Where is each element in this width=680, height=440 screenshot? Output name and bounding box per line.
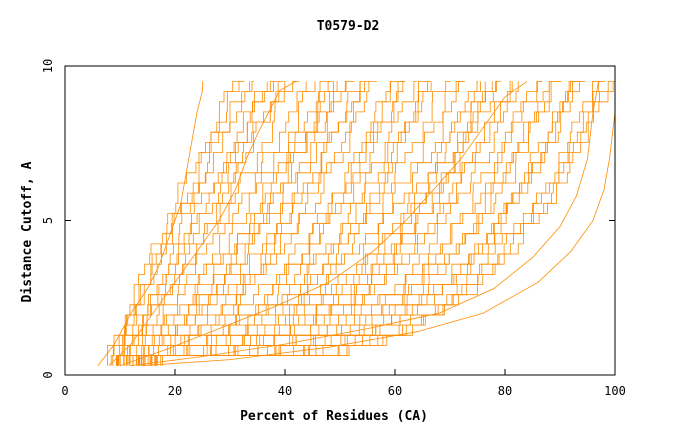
plot-frame: [64, 65, 616, 376]
series-line-33: [144, 81, 417, 366]
y-tick-label: 10: [41, 59, 55, 73]
series-line-8: [112, 81, 250, 366]
y-axis-label: Distance Cutoff, A: [20, 161, 35, 302]
series-line-46: [147, 81, 511, 366]
x-axis-ticks: 0 20 40 60 80 100: [61, 369, 626, 398]
y-axis-ticks: 0 5 10: [41, 59, 615, 379]
series-line-16: [116, 81, 307, 366]
x-tick-label: 40: [278, 384, 292, 398]
series-line-39: [138, 81, 479, 366]
series-line-31: [139, 81, 405, 366]
series-line-36: [137, 81, 451, 366]
series-line-47: [151, 81, 519, 366]
y-tick-label: 5: [41, 217, 55, 224]
series-line-3: [119, 81, 528, 367]
series-line-18: [118, 81, 333, 366]
x-tick-label: 60: [388, 384, 402, 398]
series-line-4: [130, 81, 599, 367]
series-line-30: [132, 81, 403, 366]
series-line-40: [139, 81, 481, 366]
x-axis-label: Percent of Residues (CA): [240, 409, 428, 424]
series-line-32: [139, 81, 430, 366]
series-line-51: [155, 81, 560, 366]
series-line-26: [126, 81, 370, 366]
series-line-45: [143, 81, 513, 366]
series-line-17: [119, 81, 316, 366]
series-line-27: [126, 81, 377, 366]
series-line-60: [162, 81, 613, 366]
x-tick-label: 80: [498, 384, 512, 398]
y-tick-label: 0: [41, 371, 55, 378]
series-line-15: [117, 81, 300, 366]
x-tick-label: 20: [168, 384, 182, 398]
x-tick-label: 100: [604, 384, 626, 398]
series-line-43: [141, 81, 497, 366]
series-line-49: [154, 81, 538, 366]
plot-lines: [97, 81, 616, 367]
x-tick-label: 0: [61, 384, 68, 398]
series-line-12: [115, 81, 274, 366]
series-line-5: [141, 81, 616, 367]
chart-title: T0579-D2: [317, 19, 380, 34]
series-line-38: [141, 81, 465, 366]
series-line-56: [149, 81, 580, 366]
series-line-25: [132, 81, 364, 366]
series-line-14: [116, 81, 286, 366]
series-line-52: [160, 81, 562, 366]
series-line-21: [128, 81, 334, 366]
series-line-1: [97, 81, 203, 366]
series-line-9: [107, 81, 254, 366]
series-line-50: [156, 81, 550, 366]
series-line-37: [136, 81, 465, 366]
series-line-44: [141, 81, 502, 366]
series-line-28: [127, 81, 391, 366]
series-line-35: [138, 81, 432, 366]
